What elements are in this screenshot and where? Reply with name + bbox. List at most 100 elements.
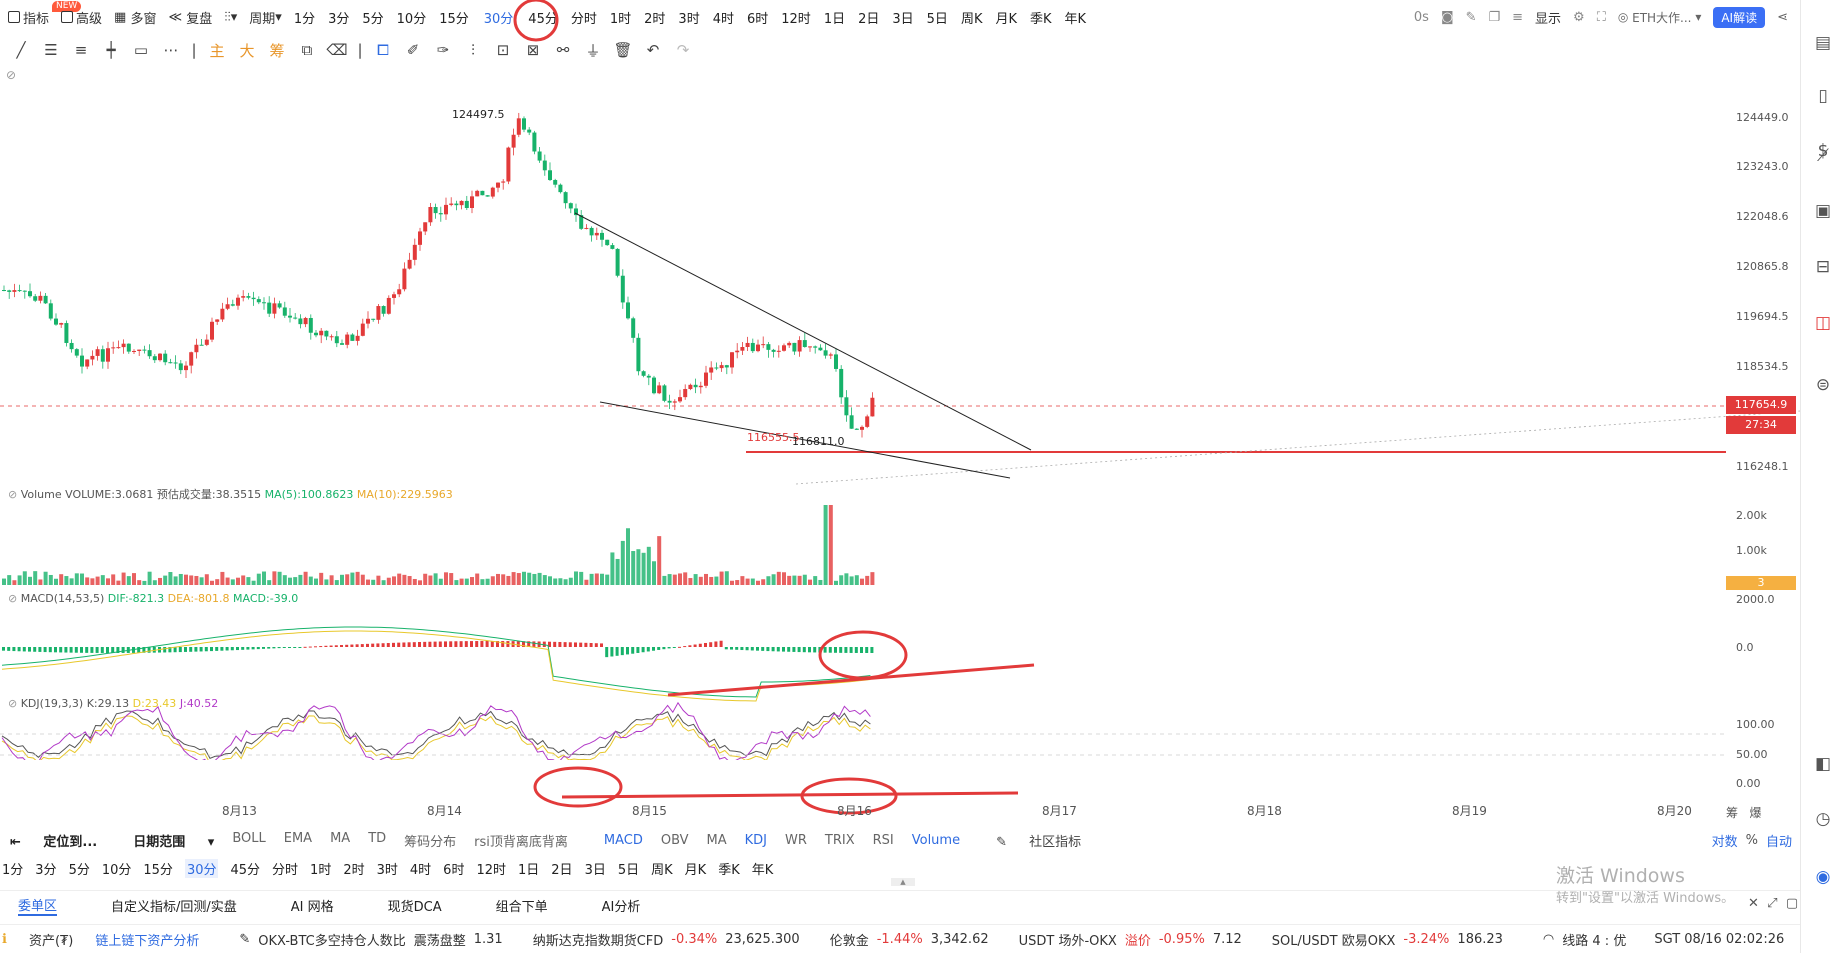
interval-chip-9[interactable]: 2时	[343, 862, 365, 878]
sub-indicator-3[interactable]: KDJ	[744, 832, 767, 848]
document-icon[interactable]: ▤	[1814, 33, 1832, 53]
copy-icon[interactable]: ⧠	[376, 41, 389, 59]
eth-icon[interactable]: ⊟	[1815, 257, 1831, 277]
interval-chip-15[interactable]: 2日	[551, 862, 573, 878]
magnet-icon[interactable]: ⧉	[301, 41, 313, 59]
interval-chip-7[interactable]: 分时	[272, 862, 299, 878]
bottom-tab-3[interactable]: 现货DCA	[387, 900, 442, 915]
fullscreen-icon[interactable]: ⛶	[1596, 9, 1606, 25]
undo-icon[interactable]: ↶	[646, 41, 660, 59]
parallel-lines-icon[interactable]: ☰	[44, 41, 58, 59]
interval-button-16[interactable]: 3日	[892, 11, 914, 27]
frame-icon[interactable]: ⊡	[496, 41, 510, 59]
sub-indicator-5[interactable]: TRIX	[824, 832, 855, 848]
interval-button-12[interactable]: 6时	[746, 11, 769, 27]
interval-button-21[interactable]: 年K	[1064, 11, 1087, 27]
sub-indicator-7[interactable]: Volume	[911, 832, 961, 848]
window-icon[interactable]: ❐	[1488, 9, 1501, 25]
log-scale-toggle[interactable]: 对数	[1711, 834, 1738, 850]
candle-tool-icon[interactable]: ⫶	[471, 41, 475, 59]
sub-indicator-1[interactable]: OBV	[660, 832, 689, 848]
trash-icon[interactable]: 🗑	[613, 41, 633, 59]
locate-button[interactable]: ⇤ 定位到...	[10, 834, 98, 850]
percent-toggle[interactable]: %	[1745, 832, 1758, 848]
interval-button-10[interactable]: 3时	[678, 11, 700, 27]
settings-icon[interactable]: ⚙	[1573, 9, 1585, 25]
interval-chip-19[interactable]: 月K	[684, 862, 707, 878]
bottom-tab-5[interactable]: AI分析	[601, 900, 641, 915]
interval-button-14[interactable]: 1日	[823, 11, 846, 27]
sub-indicator-0[interactable]: MACD	[603, 832, 643, 848]
filter-icon[interactable]: ⏚	[585, 41, 601, 60]
rectangle-icon[interactable]: ▭	[133, 41, 149, 59]
interval-button-8[interactable]: 1时	[609, 11, 632, 27]
assistant-icon[interactable]: ◉	[1815, 867, 1831, 887]
bell-icon[interactable]: ⊘	[8, 697, 18, 710]
edit-frame-icon[interactable]: ⊠	[526, 41, 540, 59]
vote-icon[interactable]: ⊜	[1815, 375, 1831, 395]
ruler-icon[interactable]: ✐	[406, 41, 420, 59]
layout-icon[interactable]: ◧	[1814, 754, 1832, 774]
date-range-dropdown[interactable]: 日期范围 ▾	[133, 834, 215, 850]
replay-button[interactable]: ≪ 复盘	[168, 9, 213, 27]
chart-canvas[interactable]: 124497.5 116555.5 116811.0	[0, 0, 1800, 760]
interval-button-1[interactable]: 3分	[328, 11, 350, 27]
interval-button-4[interactable]: 15分	[439, 11, 469, 27]
robot-icon[interactable]: ◫	[1814, 313, 1832, 333]
display-button[interactable]: 显示	[1535, 11, 1562, 27]
interval-button-20[interactable]: 季K	[1030, 11, 1052, 27]
main-indicator-4[interactable]: 筹码分布	[404, 834, 457, 850]
main-indicator-3[interactable]: TD	[368, 830, 387, 846]
clock-icon[interactable]: ◷	[1815, 809, 1831, 829]
interval-chip-12[interactable]: 6时	[443, 862, 465, 878]
interval-button-15[interactable]: 2日	[858, 11, 880, 27]
line-tool-icon[interactable]: ╱	[16, 41, 26, 59]
interval-button-18[interactable]: 周K	[960, 11, 983, 27]
main-indicator-5[interactable]: rsi顶背离底背离	[474, 834, 568, 850]
interval-button-6[interactable]: 45分	[528, 11, 558, 27]
interval-button-7[interactable]: 分时	[570, 11, 597, 27]
interval-button-17[interactable]: 5日	[926, 11, 948, 27]
interval-button-5[interactable]: 30分	[483, 11, 514, 27]
big-button[interactable]: 大	[239, 41, 255, 60]
redo-icon[interactable]: ↷	[676, 41, 690, 59]
advanced-button[interactable]: 高级	[61, 8, 102, 27]
chip-button[interactable]: 筹	[269, 41, 285, 60]
bottom-tab-2[interactable]: AI 网格	[290, 900, 334, 915]
crosshair-line-icon[interactable]: ┿	[106, 41, 116, 59]
sub-indicator-6[interactable]: RSI	[872, 832, 894, 848]
trend-icon[interactable]: ⟋	[1817, 146, 1829, 166]
main-chart-button[interactable]: 主	[209, 41, 225, 60]
bell-icon[interactable]: ⊘	[8, 592, 18, 605]
assets-link[interactable]: 资产(₮)	[28, 933, 74, 949]
symbol-dropdown[interactable]: ◎ ETH大作... ▾	[1617, 10, 1702, 25]
window-controls[interactable]: ✕ ⤢ ▢	[1748, 896, 1799, 911]
bottom-tab-4[interactable]: 组合下单	[495, 900, 548, 915]
interval-button-19[interactable]: 月K	[995, 11, 1017, 27]
interval-button-9[interactable]: 2时	[644, 11, 666, 27]
main-indicator-2[interactable]: MA	[330, 830, 351, 846]
interval-chip-14[interactable]: 1日	[518, 862, 540, 878]
auto-scale-toggle[interactable]: 自动	[1765, 834, 1792, 850]
main-indicator-1[interactable]: EMA	[283, 830, 313, 846]
chart-type-button[interactable]: ⫶⫶ ▾	[224, 10, 237, 25]
interval-button-3[interactable]: 10分	[396, 11, 427, 27]
dollar-icon[interactable]: $	[1817, 141, 1829, 161]
sub-indicator-2[interactable]: MA	[706, 832, 727, 848]
interval-button-2[interactable]: 5分	[362, 11, 384, 27]
bottom-tab-0[interactable]: 委单区	[18, 895, 58, 916]
interval-chip-17[interactable]: 5日	[617, 862, 640, 878]
axis-mode-icons[interactable]: 筹 爆	[1726, 806, 1762, 820]
expand-handle[interactable]: ▲	[891, 878, 915, 886]
bottom-tab-1[interactable]: 自定义指标/回测/实盘	[111, 900, 237, 915]
interval-chip-10[interactable]: 3时	[376, 862, 398, 878]
sub-indicator-4[interactable]: WR	[785, 832, 807, 848]
interval-chip-6[interactable]: 45分	[230, 862, 261, 878]
interval-chip-18[interactable]: 周K	[651, 862, 673, 878]
share-icon[interactable]: ⋖	[1777, 9, 1788, 25]
interval-chip-3[interactable]: 10分	[101, 862, 132, 878]
multiwindow-button[interactable]: ▦ 多窗	[114, 9, 157, 27]
interval-chip-1[interactable]: 3分	[35, 862, 57, 878]
camera-icon[interactable]: ◙	[1440, 9, 1454, 25]
link-icon[interactable]: ⚯	[556, 41, 570, 59]
